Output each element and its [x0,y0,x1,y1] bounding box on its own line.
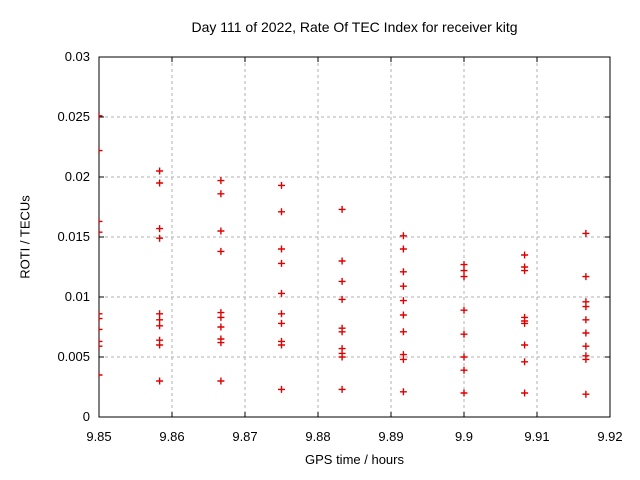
y-tick-label: 0.02 [65,169,90,184]
y-tick-label: 0.005 [57,349,90,364]
x-tick-label: 9.88 [305,429,330,444]
scatter-points [99,112,590,398]
grid-lines [99,57,610,417]
y-tick-label: 0.015 [57,229,90,244]
axis-ticks [98,56,611,418]
x-tick-label: 9.89 [378,429,403,444]
chart-title: Day 111 of 2022, Rate Of TEC Index for r… [191,19,518,35]
x-tick-label: 9.86 [159,429,184,444]
y-tick-label: 0 [83,409,90,424]
x-tick-label: 9.87 [232,429,257,444]
x-axis-label: GPS time / hours [305,452,404,467]
y-tick-label: 0.025 [57,109,90,124]
x-tick-label: 9.91 [524,429,549,444]
y-tick-label: 0.03 [65,49,90,64]
x-tick-label: 9.85 [86,429,111,444]
y-tick-label: 0.01 [65,289,90,304]
x-tick-label: 9.9 [455,429,473,444]
tick-labels: 9.85 9.86 9.87 9.88 9.89 9.9 9.91 9.92 0 0.005 0.0… [57,49,622,444]
x-tick-label: 9.92 [597,429,622,444]
